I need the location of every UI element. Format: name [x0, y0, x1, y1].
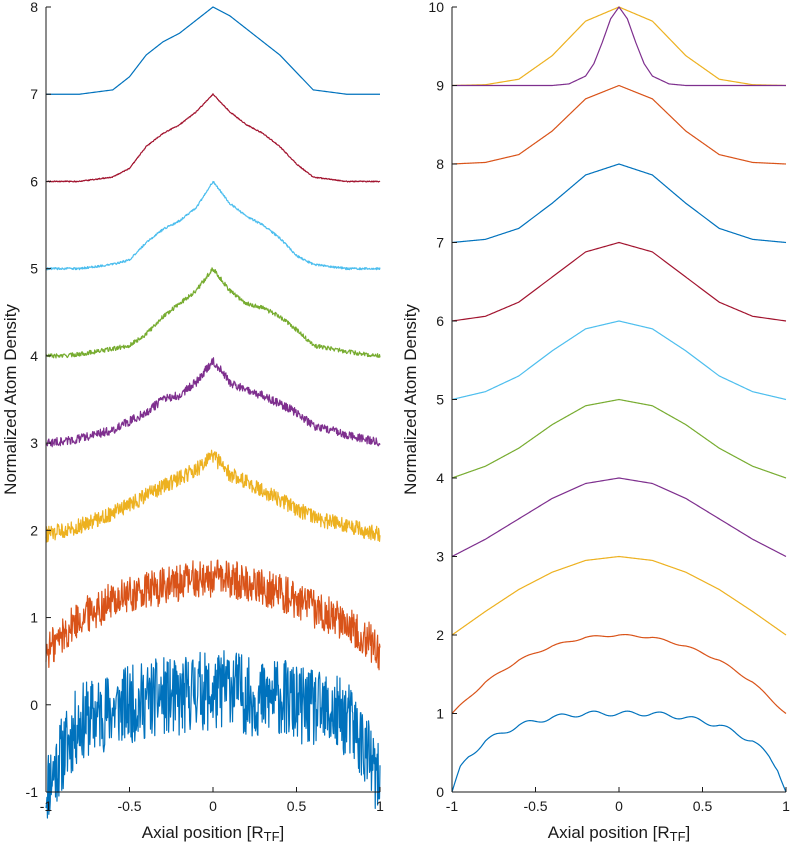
- right-x-tick-label: 1: [782, 798, 790, 814]
- left-x-tick-label: 1: [376, 798, 384, 814]
- right-series-line-1: [451, 633, 787, 714]
- right-x-tick-label: -0.5: [523, 798, 547, 814]
- right-y-axis-label: Normalized Atom Density: [401, 304, 420, 495]
- right-y-tick-label: 9: [436, 78, 444, 94]
- right-x-tick-label: 0.5: [693, 798, 713, 814]
- left-x-tick-label: -1: [40, 798, 53, 814]
- left-series-line-2: [45, 449, 381, 543]
- left-series-line-6: [45, 93, 381, 183]
- right-y-tick-label: 5: [436, 392, 444, 408]
- left-x-axis-label-subscript: TF: [264, 829, 280, 844]
- left-series-line-0: [45, 650, 381, 819]
- right-panel: 0 1 2 3 4 5 6 7 8 9 10 -1 -0.5 0 0.5 1 Normalized Atom …: [401, 0, 790, 844]
- right-series-line-5: [451, 320, 787, 401]
- right-x-axis-label-end: ]: [686, 823, 691, 842]
- right-series-line-3: [451, 477, 787, 558]
- left-y-tick-label: 5: [30, 261, 38, 277]
- left-x-tick-label: 0.5: [287, 798, 307, 814]
- left-series-line-3: [45, 357, 381, 448]
- left-y-tick-label: -1: [26, 784, 39, 800]
- left-series-line-1: [45, 559, 381, 671]
- right-series-line-7: [451, 163, 787, 244]
- left-y-tick-label: 6: [30, 173, 38, 189]
- left-y-tick-label: 4: [30, 348, 38, 364]
- left-series-layer: [45, 6, 381, 819]
- right-series-line-0: [451, 710, 787, 793]
- right-x-tick-label: -1: [446, 798, 459, 814]
- left-x-axis-label-main: Axial position [R: [142, 823, 264, 842]
- left-y-tick-label: 0: [30, 697, 38, 713]
- left-tick-layer: -1 0 1 2 3 4 5 6 7 8 -1 -0.5 0 0.5 1: [26, 0, 385, 814]
- right-y-tick-label: 10: [428, 0, 444, 15]
- left-y-tick-label: 1: [30, 610, 38, 626]
- right-x-axis-label-subscript: TF: [670, 829, 686, 844]
- left-x-axis-label-end: ]: [280, 823, 285, 842]
- right-x-tick-label: 0: [615, 798, 623, 814]
- right-x-axis-label-main: Axial position [R: [548, 823, 670, 842]
- right-series-layer: [451, 6, 787, 793]
- right-series-line-8: [451, 84, 787, 165]
- right-y-tick-label: 3: [436, 549, 444, 565]
- right-y-tick-label: 7: [436, 235, 444, 251]
- right-series-line-4: [451, 398, 787, 479]
- right-y-tick-label: 8: [436, 156, 444, 172]
- right-y-tick-label: 1: [436, 706, 444, 722]
- right-x-axis-label: Axial position [RTF]: [548, 823, 691, 844]
- left-x-tick-label: 0: [209, 798, 217, 814]
- right-y-tick-label: 4: [436, 470, 444, 486]
- right-tick-layer: 0 1 2 3 4 5 6 7 8 9 10 -1 -0.5 0 0.5 1: [428, 0, 790, 814]
- left-y-tick-label: 3: [30, 435, 38, 451]
- left-x-tick-label: -0.5: [117, 798, 141, 814]
- left-y-tick-label: 2: [30, 522, 38, 538]
- left-series-line-7: [46, 6, 380, 95]
- left-panel: -1 0 1 2 3 4 5 6 7 8 -1 -0.5 0 0.5 1 Normalized Atom D…: [1, 0, 384, 844]
- right-y-tick-label: 0: [436, 784, 444, 800]
- right-series-line-6: [451, 241, 787, 322]
- right-y-tick-label: 6: [436, 313, 444, 329]
- right-y-tick-label: 2: [436, 627, 444, 643]
- right-series-line-2: [451, 555, 787, 636]
- left-series-line-5: [45, 180, 381, 271]
- left-y-tick-label: 7: [30, 86, 38, 102]
- left-x-axis-label: Axial position [RTF]: [142, 823, 285, 844]
- left-y-tick-label: 8: [30, 0, 38, 15]
- right-series-line-10: [452, 6, 786, 87]
- left-series-line-4: [45, 267, 381, 359]
- left-y-axis-label: Normalized Atom Density: [1, 304, 20, 495]
